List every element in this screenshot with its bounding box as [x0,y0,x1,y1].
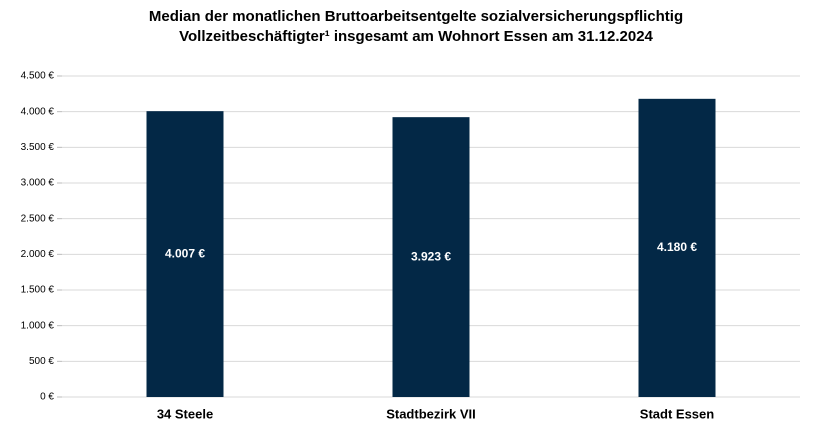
value-label: 3.923 € [411,249,451,263]
value-label: 4.180 € [657,240,697,254]
y-tick-label: 3.500 € [21,142,55,153]
x-tick-label: Stadtbezirk VII [386,406,476,421]
y-tick-label: 1.000 € [21,320,55,331]
x-tick-label: 34 Steele [157,406,213,421]
chart-title: Median der monatlichen Bruttoarbeitsentg… [149,8,683,25]
y-tick-label: 1.500 € [21,285,55,296]
y-tick-label: 4.500 € [21,71,55,82]
bar [146,111,224,398]
y-tick-label: 2.500 € [21,213,55,224]
y-tick-label: 500 € [29,356,54,367]
value-label: 4.007 € [165,246,205,260]
y-tick-label: 4.000 € [21,106,55,117]
y-tick-label: 3.000 € [21,178,55,189]
y-tick-label: 0 € [40,392,54,403]
bar [638,98,716,398]
bar [392,117,470,397]
y-tick-label: 2.000 € [21,249,55,260]
chart-title: Vollzeitbeschäftigter¹ insgesamt am Wohn… [179,28,653,45]
x-tick-label: Stadt Essen [640,406,714,421]
